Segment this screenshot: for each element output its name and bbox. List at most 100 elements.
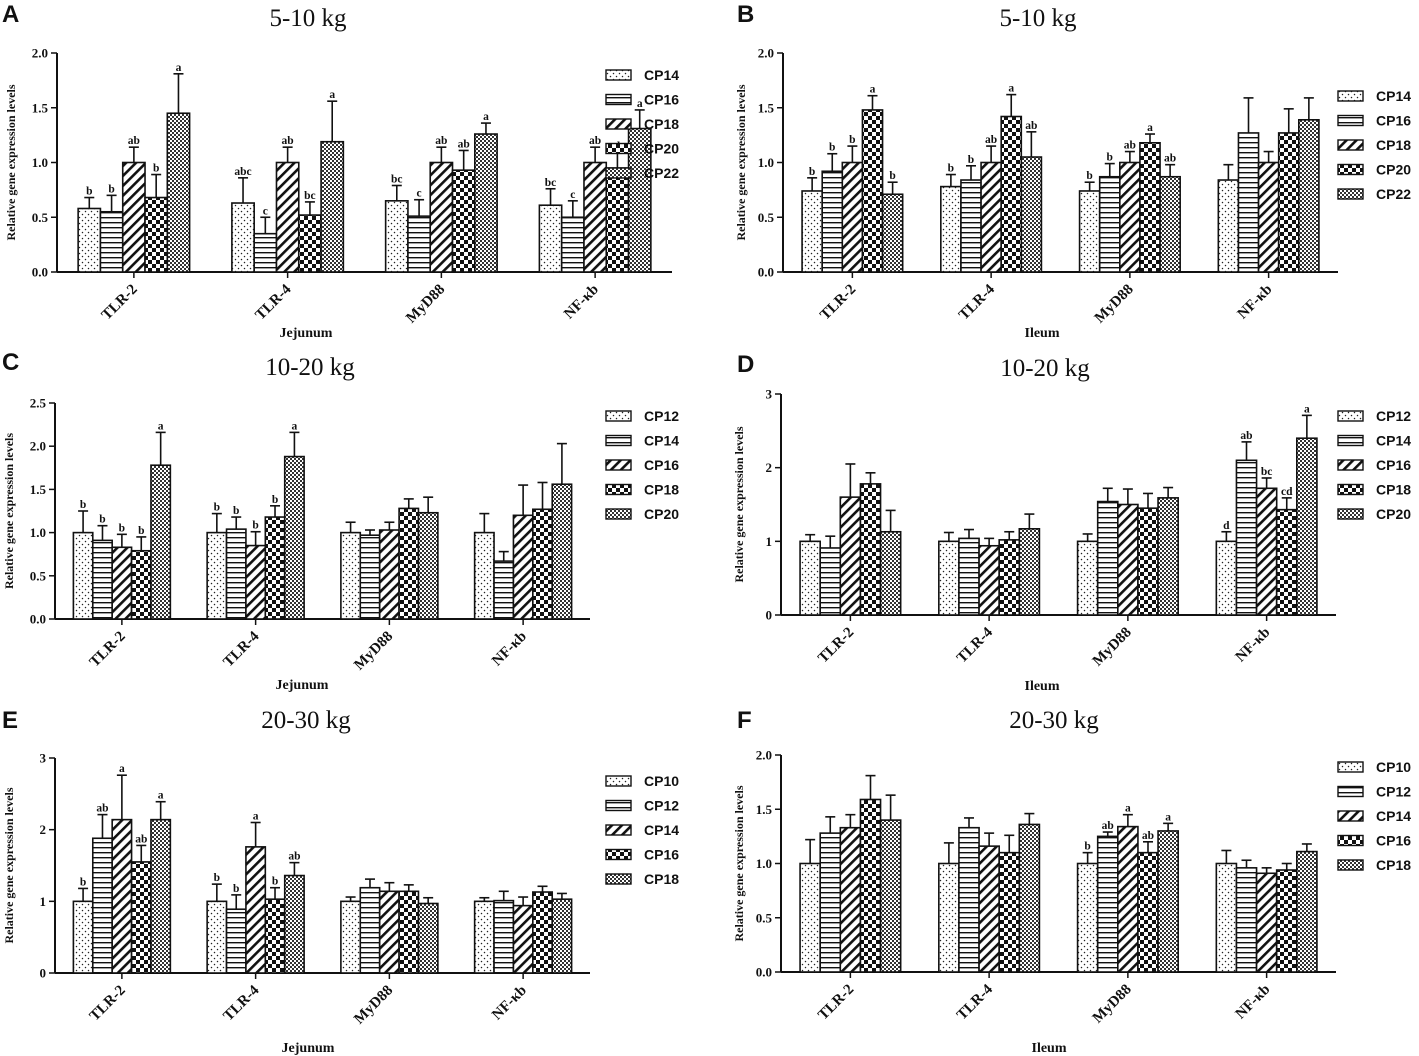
legend-swatch [1337, 810, 1364, 822]
bar-cp10-tlr-2 [799, 862, 821, 973]
x-axis-title: Jejunum [276, 678, 329, 693]
significance-letter: a [870, 84, 876, 96]
significance-letter: ab [1142, 830, 1154, 842]
legend-swatch [605, 848, 632, 861]
chart-panel-d: D 10-20 kg 0 1 2 3 Relative gene expression le… [732, 351, 1411, 694]
legend-label: CP16 [644, 92, 679, 108]
significance-letter: b [99, 514, 105, 526]
legend-swatch [605, 410, 632, 422]
bar-cp14-myd88 [378, 890, 400, 974]
bar-cp14-myd88 [1117, 825, 1139, 973]
y-tick-label: 3 [40, 751, 47, 766]
significance-letter: b [80, 876, 86, 888]
significance-letter: b [119, 522, 125, 534]
y-axis-title: Relative gene expression levels [734, 84, 748, 240]
panel-letter: B [737, 1, 754, 28]
legend-label: CP16 [644, 847, 679, 863]
bar-cp14-myd88 [359, 534, 381, 620]
bar-cp14-tlr-2 [77, 207, 102, 273]
bar-cp14-nf-kb [1235, 459, 1258, 616]
bar-cp18-tlr-4 [980, 161, 1002, 273]
y-tick-label: 1.0 [758, 155, 774, 170]
bar-cp18-tlr-4 [275, 161, 300, 273]
bar-cp18-tlr-4 [1018, 823, 1041, 973]
category-label-tlr-2: TLR-2 [99, 282, 141, 324]
bar-cp16-myd88 [1098, 175, 1121, 273]
legend-label: CP14 [644, 822, 679, 838]
legend-label: CP16 [644, 457, 679, 473]
legend-label: CP18 [644, 116, 679, 132]
bar-cp14-nf-kb [493, 560, 515, 620]
significance-letter: b [233, 883, 239, 895]
legend-label: CP12 [644, 798, 679, 814]
significance-letter: b [80, 499, 86, 511]
legend-label: CP12 [644, 408, 679, 424]
bar-cp14-tlr-4 [245, 846, 267, 974]
bar-cp18-tlr-2 [130, 549, 152, 620]
legend-swatch [1337, 859, 1364, 871]
legend-label: CP14 [1376, 433, 1411, 449]
legend-swatch [1337, 139, 1364, 151]
bar-cp20-tlr-4 [283, 455, 305, 620]
bar-cp10-myd88 [340, 900, 362, 974]
panel-letter: A [2, 1, 19, 28]
y-axis-title: Relative gene expression levels [732, 426, 746, 582]
category-label-myd88: MyD88 [1090, 625, 1135, 670]
bar-cp14-myd88 [1096, 500, 1119, 616]
significance-letter: a [292, 420, 298, 432]
bar-cp12-myd88 [1096, 835, 1119, 973]
y-tick-label: 0.5 [30, 568, 47, 583]
bar-cp16-tlr-2 [130, 861, 152, 974]
bar-cp10-tlr-2 [72, 900, 94, 974]
category-label-myd88: MyD88 [351, 629, 396, 674]
legend: CP12 CP14 CP16 CP18 CP20 [605, 408, 679, 522]
y-tick-label: 1 [766, 534, 773, 549]
category-label-myd88: MyD88 [1090, 982, 1135, 1027]
legend-swatch [605, 167, 632, 179]
bar-cp16-nf-kb [532, 891, 554, 974]
significance-letter: b [1084, 841, 1090, 853]
legend-swatch [605, 459, 632, 471]
significance-letter: b [809, 166, 815, 178]
y-tick-label: 2.0 [758, 46, 774, 61]
legend-swatch [605, 142, 632, 155]
bar-cp20-myd88 [451, 169, 476, 273]
bar-cp18-myd88 [1119, 161, 1141, 273]
legend-label: CP14 [644, 433, 679, 449]
bar-cp12-nf-kb [1235, 867, 1258, 973]
bar-cp20-myd88 [1139, 141, 1161, 273]
bar-cp16-tlr-4 [998, 851, 1021, 973]
y-tick-label: 0.0 [30, 612, 46, 627]
legend-swatch [605, 775, 632, 787]
category-label-myd88: MyD88 [1092, 282, 1137, 327]
y-tick-label: 0.0 [758, 265, 774, 280]
bar-cp16-myd88 [407, 215, 432, 273]
bar-cp20-nf-kb [1277, 132, 1300, 273]
bar-cp16-myd88 [378, 529, 400, 620]
category-label-tlr-4: TLR-4 [220, 628, 262, 670]
significance-letter: ab [589, 135, 601, 147]
y-tick-label: 1.5 [32, 100, 49, 115]
y-axis-title: Relative gene expression levels [2, 433, 16, 589]
y-tick-label: 0.5 [756, 910, 773, 925]
significance-letter: ab [1240, 430, 1252, 442]
significance-letter: cd [1281, 486, 1293, 498]
x-axis-title: Ileum [1025, 326, 1060, 341]
bar-cp12-tlr-4 [225, 908, 247, 974]
significance-letter: a [1304, 403, 1310, 415]
bar-cp14-tlr-2 [839, 826, 862, 973]
category-label-tlr-4: TLR-4 [956, 281, 998, 323]
legend-label: CP16 [1376, 457, 1411, 473]
category-label-tlr-4: TLR-4 [252, 281, 294, 323]
legend-label: CP14 [644, 67, 679, 83]
legend-swatch [1337, 410, 1364, 422]
bar-cp12-tlr-2 [819, 832, 842, 973]
panel-letter: E [2, 707, 18, 734]
category-label-tlr-2: TLR-2 [815, 982, 857, 1024]
bar-cp18-tlr-4 [998, 539, 1021, 616]
bar-cp14-myd88 [1078, 190, 1101, 273]
category-label-nf-kb: NF-κb [489, 629, 530, 670]
significance-letter: b [233, 505, 239, 517]
significance-letter: b [214, 502, 220, 514]
significance-letter: b [214, 872, 220, 884]
